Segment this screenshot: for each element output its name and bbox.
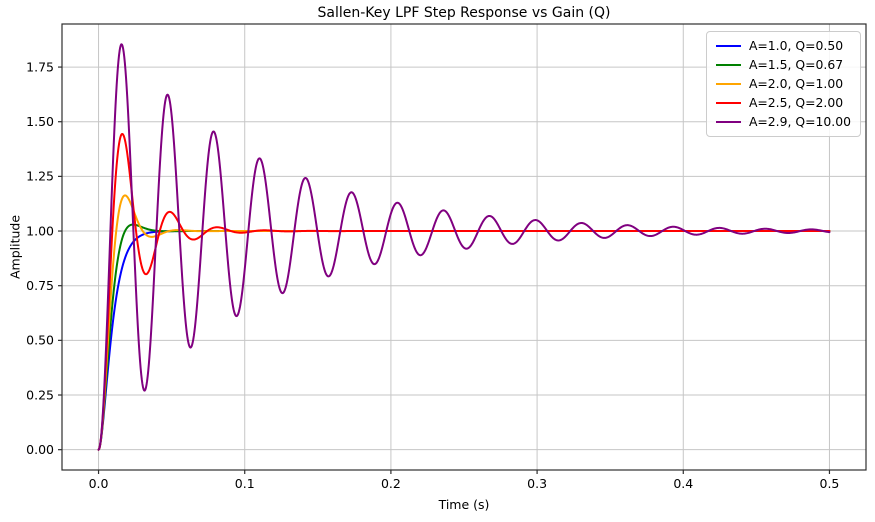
- x-axis-label: Time (s): [438, 497, 490, 512]
- y-tick-label: 0.25: [26, 387, 54, 402]
- chart-title: Sallen-Key LPF Step Response vs Gain (Q): [317, 5, 611, 21]
- legend-item-label: A=1.5, Q=0.67: [748, 57, 844, 72]
- series-curve: [97, 223, 831, 451]
- legend-item-label: A=2.0, Q=1.00: [748, 76, 844, 91]
- x-tick-label: 0.1: [235, 476, 255, 491]
- series-curve: [97, 43, 831, 451]
- legend-item: A=2.5, Q=2.00: [715, 95, 851, 110]
- x-tick-label: 0.0: [89, 476, 109, 491]
- legend-line-swatch: [715, 45, 741, 47]
- x-tick-label: 0.5: [820, 476, 840, 491]
- axis-tick-labels: 0.0 0.1 0.2 0.3 0.4 0.5 0.00 0.25 0.50 0.75 1.00 1.…: [26, 59, 839, 491]
- y-tick-label: 1.25: [26, 169, 54, 184]
- y-tick-label: 1.50: [26, 114, 54, 129]
- series-curve: [97, 194, 831, 451]
- y-tick-label: 0.00: [26, 442, 54, 457]
- legend-item: A=2.0, Q=1.00: [715, 76, 851, 91]
- x-tick-label: 0.3: [527, 476, 547, 491]
- legend-line-swatch: [715, 121, 741, 123]
- legend-item-label: A=2.9, Q=10.00: [748, 114, 851, 129]
- axis-ticks: [58, 66, 831, 474]
- legend-item: A=1.5, Q=0.67: [715, 57, 851, 72]
- data-curves: [97, 43, 831, 451]
- y-tick-label: 0.75: [26, 278, 54, 293]
- axes-spines: [61, 23, 867, 471]
- legend-line-swatch: [715, 83, 741, 85]
- legend-line-swatch: [715, 102, 741, 104]
- y-tick-label: 1.00: [26, 223, 54, 238]
- x-tick-label: 0.4: [673, 476, 693, 491]
- series-curve: [97, 132, 831, 451]
- legend: A=1.0, Q=0.50 A=1.5, Q=0.67 A=2.0, Q=1.0…: [705, 31, 861, 137]
- axes-border: [61, 23, 867, 471]
- legend-line-swatch: [715, 64, 741, 66]
- y-tick-label: 0.50: [26, 333, 54, 348]
- legend-item-label: A=2.5, Q=2.00: [748, 95, 844, 110]
- legend-item: A=1.0, Q=0.50: [715, 38, 851, 53]
- y-tick-label: 1.75: [26, 59, 54, 74]
- y-axis-label: Amplitude: [7, 214, 23, 280]
- legend-item-label: A=1.0, Q=0.50: [748, 38, 844, 53]
- x-tick-label: 0.2: [381, 476, 401, 491]
- legend-item: A=2.9, Q=10.00: [715, 114, 851, 129]
